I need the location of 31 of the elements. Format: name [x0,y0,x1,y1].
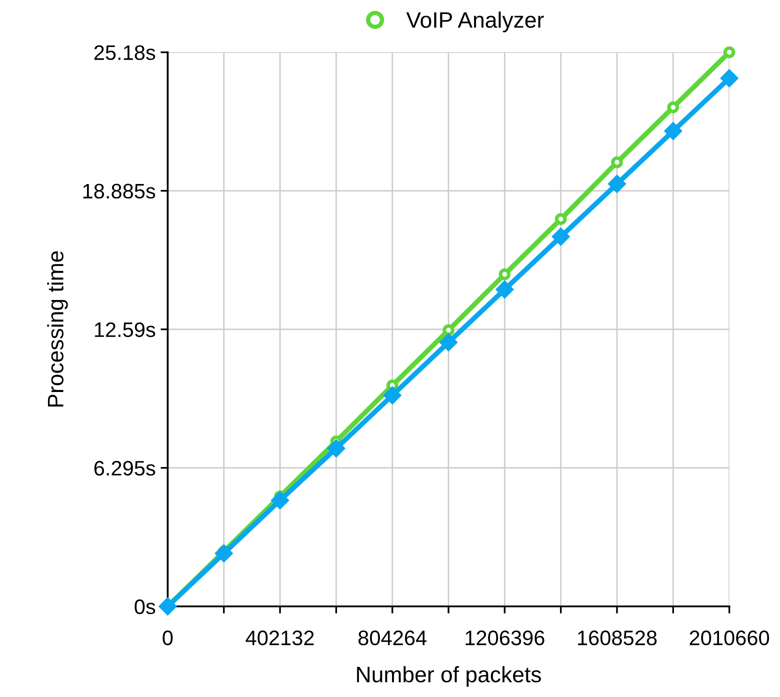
x-tick-label: 402132 [246,630,314,646]
y-tick-label: 25.18s [94,45,156,60]
point [442,324,454,336]
x-tick-label: 0 [162,630,173,646]
point [271,492,289,509]
point [552,228,570,246]
point [664,122,682,140]
y-tick-label: 12.59s [94,322,156,338]
point [611,156,623,168]
point [723,46,736,58]
y-tick-label: 6.295s [94,460,156,476]
x-tick-label: 2010660 [690,630,770,646]
point [215,544,232,562]
legend-label: VoIP Analyzer [406,12,544,32]
point [720,70,738,87]
point [496,280,514,298]
y-tick-label: 18.885s [83,184,156,199]
x-axis-title: Number of packets [357,666,541,687]
y-tick-label: 0s [134,599,156,614]
x-tick-label: 1608528 [578,630,657,646]
point [498,268,511,280]
y-axis-title: Processing time [47,251,68,407]
point [554,213,567,225]
point [440,334,458,351]
point [667,101,680,114]
point [608,175,626,192]
x-tick-label: 1206396 [466,630,544,646]
point [159,598,176,615]
point [328,440,345,457]
point [384,386,401,404]
x-tick-label: 804264 [358,630,426,646]
